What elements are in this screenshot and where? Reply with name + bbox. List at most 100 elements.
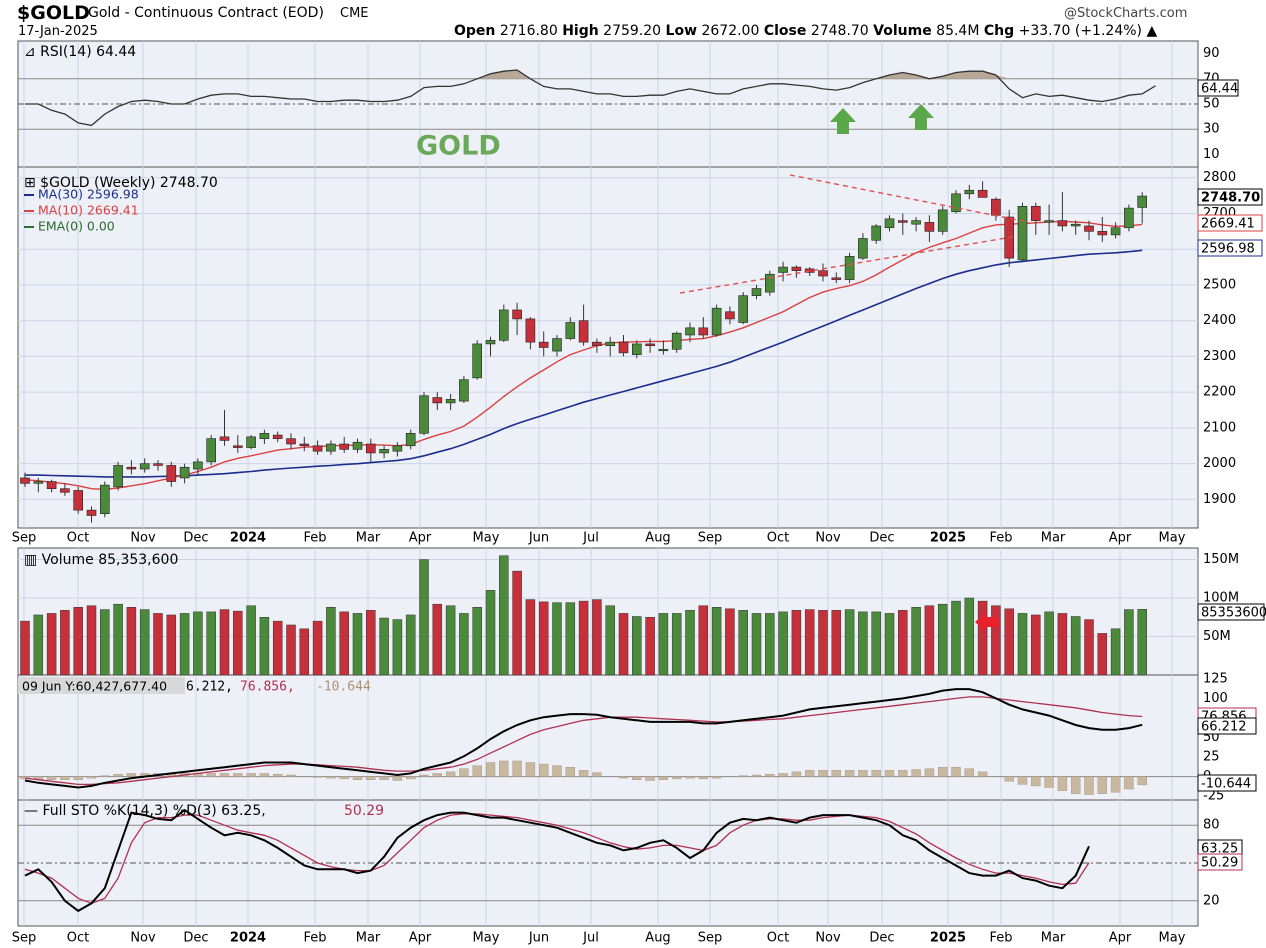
volume-bar: [977, 600, 988, 676]
candle: [937, 209, 948, 232]
candle: [233, 445, 243, 448]
chg-up-icon: ▲: [1146, 23, 1158, 39]
volume-bar: [1084, 619, 1094, 676]
macd-value-3: -10.644: [316, 680, 371, 695]
volume-bar: [565, 602, 576, 676]
volume-bar: [791, 610, 802, 676]
y-tick-label: 2400: [1203, 313, 1236, 328]
volume-bar: [445, 605, 456, 676]
rsi-legend: ⊿ RSI(14) 64.44: [24, 44, 136, 60]
candle: [871, 225, 882, 241]
macd-hist-bar: [658, 776, 669, 780]
candle: [1097, 231, 1108, 236]
macd-hist-bar: [366, 776, 376, 780]
macd-hist-bar: [512, 760, 522, 777]
brand-label: @StockCharts.com: [1064, 6, 1188, 21]
x-tick-label: Jul: [582, 931, 599, 946]
x-tick-label: Oct: [767, 931, 789, 946]
volume-bar: [804, 609, 815, 676]
macd-hist-bar: [711, 776, 722, 779]
x-tick-label: 2025: [930, 931, 966, 946]
candle: [538, 341, 549, 348]
macd-hist-bar: [1110, 776, 1121, 793]
candle: [392, 445, 403, 452]
rsi-line: [25, 69, 1156, 127]
ma30-line: [25, 249, 1143, 478]
volume-bar: [73, 607, 83, 676]
macd-hist-bar: [432, 773, 442, 777]
candle: [671, 332, 682, 350]
volume-bar: [485, 590, 496, 676]
volume-bar: [871, 611, 881, 676]
candle: [352, 441, 363, 450]
macd-hist-bar: [100, 775, 110, 777]
candle: [498, 309, 509, 341]
candle: [738, 295, 749, 323]
volume-bar: [1044, 611, 1054, 676]
vol-y-tick: 150M: [1203, 552, 1239, 567]
macd-hist-bar: [1070, 776, 1081, 794]
upper-trendline: [789, 174, 1029, 223]
vol-y-tick: 100M: [1203, 591, 1239, 606]
y-tick-label: 2800: [1203, 170, 1236, 185]
candle: [419, 395, 429, 434]
volume-bar: [552, 602, 562, 676]
candle: [884, 218, 895, 229]
macd-tooltip-box: [18, 677, 185, 694]
macd-hist-bar: [246, 773, 256, 777]
macd-hist-bar: [871, 770, 881, 777]
candle: [1110, 227, 1121, 236]
candle: [379, 449, 389, 454]
x-tick-label: Sep: [12, 931, 37, 946]
macd-hist-bar: [379, 776, 389, 780]
macd-hist-bar: [46, 776, 57, 780]
macd-hist-bar: [459, 768, 469, 777]
volume-bar: [512, 570, 522, 676]
volume-bar: [898, 610, 908, 676]
candle: [193, 461, 203, 470]
candle: [924, 222, 935, 232]
candle: [791, 266, 802, 271]
x-tick-label: Apr: [409, 931, 432, 946]
macd-tag-box: [1197, 717, 1257, 735]
macd-hist-bar: [805, 770, 815, 777]
candle: [964, 189, 975, 195]
close-label: Close: [763, 23, 807, 39]
ma10-tag: 2669.41: [1201, 217, 1255, 232]
volume-bar: [1070, 616, 1081, 676]
macd-hist-bar: [645, 776, 655, 781]
macd-signal-line: [24, 696, 1143, 786]
macd-hist-bar: [831, 770, 841, 777]
ma10-tag-box: [1197, 214, 1263, 232]
candle: [618, 341, 629, 354]
candle: [645, 343, 655, 347]
macd-hist-bar: [672, 776, 682, 780]
macd-hist-bar: [233, 773, 243, 777]
volume-bar: [299, 628, 310, 676]
volume-bar: [578, 600, 589, 676]
ma30-tag-box: [1197, 239, 1263, 257]
rsi-tag-box: [1197, 79, 1239, 97]
volume-red-arrow: [975, 612, 999, 632]
y-tick-label: 1900: [1203, 492, 1236, 507]
x-tick-label: Sep: [12, 531, 37, 546]
macd-hist-bar: [339, 776, 349, 780]
candle: [1124, 207, 1134, 229]
candle: [73, 490, 83, 511]
macd-hist-bar: [499, 760, 509, 777]
volume-bar: [592, 599, 602, 676]
volume-bar: [698, 605, 709, 676]
candle: [166, 465, 177, 482]
candle: [259, 432, 270, 439]
macd-hist-bar: [738, 775, 748, 777]
volume-bar: [1124, 609, 1134, 676]
macd-hist-bar: [86, 776, 97, 779]
rsi-y-tick: 30: [1203, 122, 1220, 137]
x-tick-label: 2025: [930, 531, 966, 546]
x-tick-label: Oct: [67, 931, 89, 946]
macd-y-tick: 100: [1203, 691, 1228, 706]
sto-d-tag: 50.29: [1201, 856, 1238, 871]
macd-hist-tag-box: [1197, 774, 1257, 792]
volume-bar: [33, 614, 44, 676]
